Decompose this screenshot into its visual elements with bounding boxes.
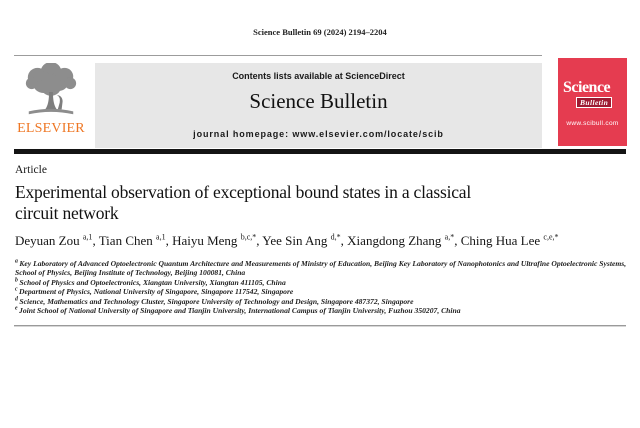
affiliation: b School of Physics and Optoelectronics,… [15,277,286,287]
author-sup: a,* [444,232,455,242]
author-sup: b,c,* [240,232,257,242]
elsevier-logo: ELSEVIER [14,63,88,147]
author: Deyuan Zou a,1 [15,232,93,248]
author: Haiyu Meng b,c,* [172,232,257,248]
header-bottom-rule [14,149,626,154]
elsevier-tree-icon [14,63,88,121]
journal-title: Science Bulletin [249,89,388,113]
author-sup: a,1 [82,232,93,242]
article-title-line1: Experimental observation of exceptional … [15,182,472,202]
header-top-rule [14,55,542,56]
homepage-url-link[interactable]: www.elsevier.com/locate/scib [292,129,444,139]
author: Tian Chen a,1 [98,232,166,248]
author-sup: a,1 [156,232,166,242]
author-sup: c,e,* [543,232,559,242]
author: Ching Hua Lee c,e,* [460,232,559,248]
masthead-box: Contents lists available at ScienceDirec… [95,63,542,148]
sciencedirect-link[interactable]: ScienceDirect [345,71,405,81]
homepage-line: journal homepage: www.elsevier.com/locat… [95,129,542,139]
article-type-label: Article [15,164,47,176]
article-title-line2: circuit network [15,203,119,223]
author: Xiangdong Zhang a,* [347,232,455,248]
elsevier-wordmark: ELSEVIER [17,121,85,136]
cover-title-science: Science [563,79,611,96]
contents-prefix: Contents lists available at [232,71,343,81]
affiliation: a Key Laboratory of Advanced Optoelectro… [15,258,627,278]
cover-url: www.scibull.com [566,120,619,127]
journal-cover[interactable]: Science Bulletin www.scibull.com [558,58,627,146]
page-citation: Science Bulletin 69 (2024) 2194–2204 [253,27,387,37]
author: Yee Sin Ang d,* [262,232,341,248]
homepage-prefix: journal homepage: [193,129,289,139]
affiliation: c Department of Physics, National Univer… [15,286,294,297]
author-sup: d,* [330,232,341,242]
contents-line: Contents lists available at ScienceDirec… [95,71,542,81]
affiliation-list: a Key Laboratory of Advanced Optoelectro… [15,259,627,315]
cover-title-bulletin: Bulletin [576,97,613,108]
affiliation: e Joint School of National University of… [15,305,461,316]
affiliation: d Science, Mathematics and Technology Cl… [15,296,414,306]
section-divider-rule [14,325,626,327]
article-title: Experimental observation of exceptional … [15,182,555,224]
author-list: Deyuan Zou a,1, Tian Chen a,1, Haiyu Men… [15,232,559,248]
